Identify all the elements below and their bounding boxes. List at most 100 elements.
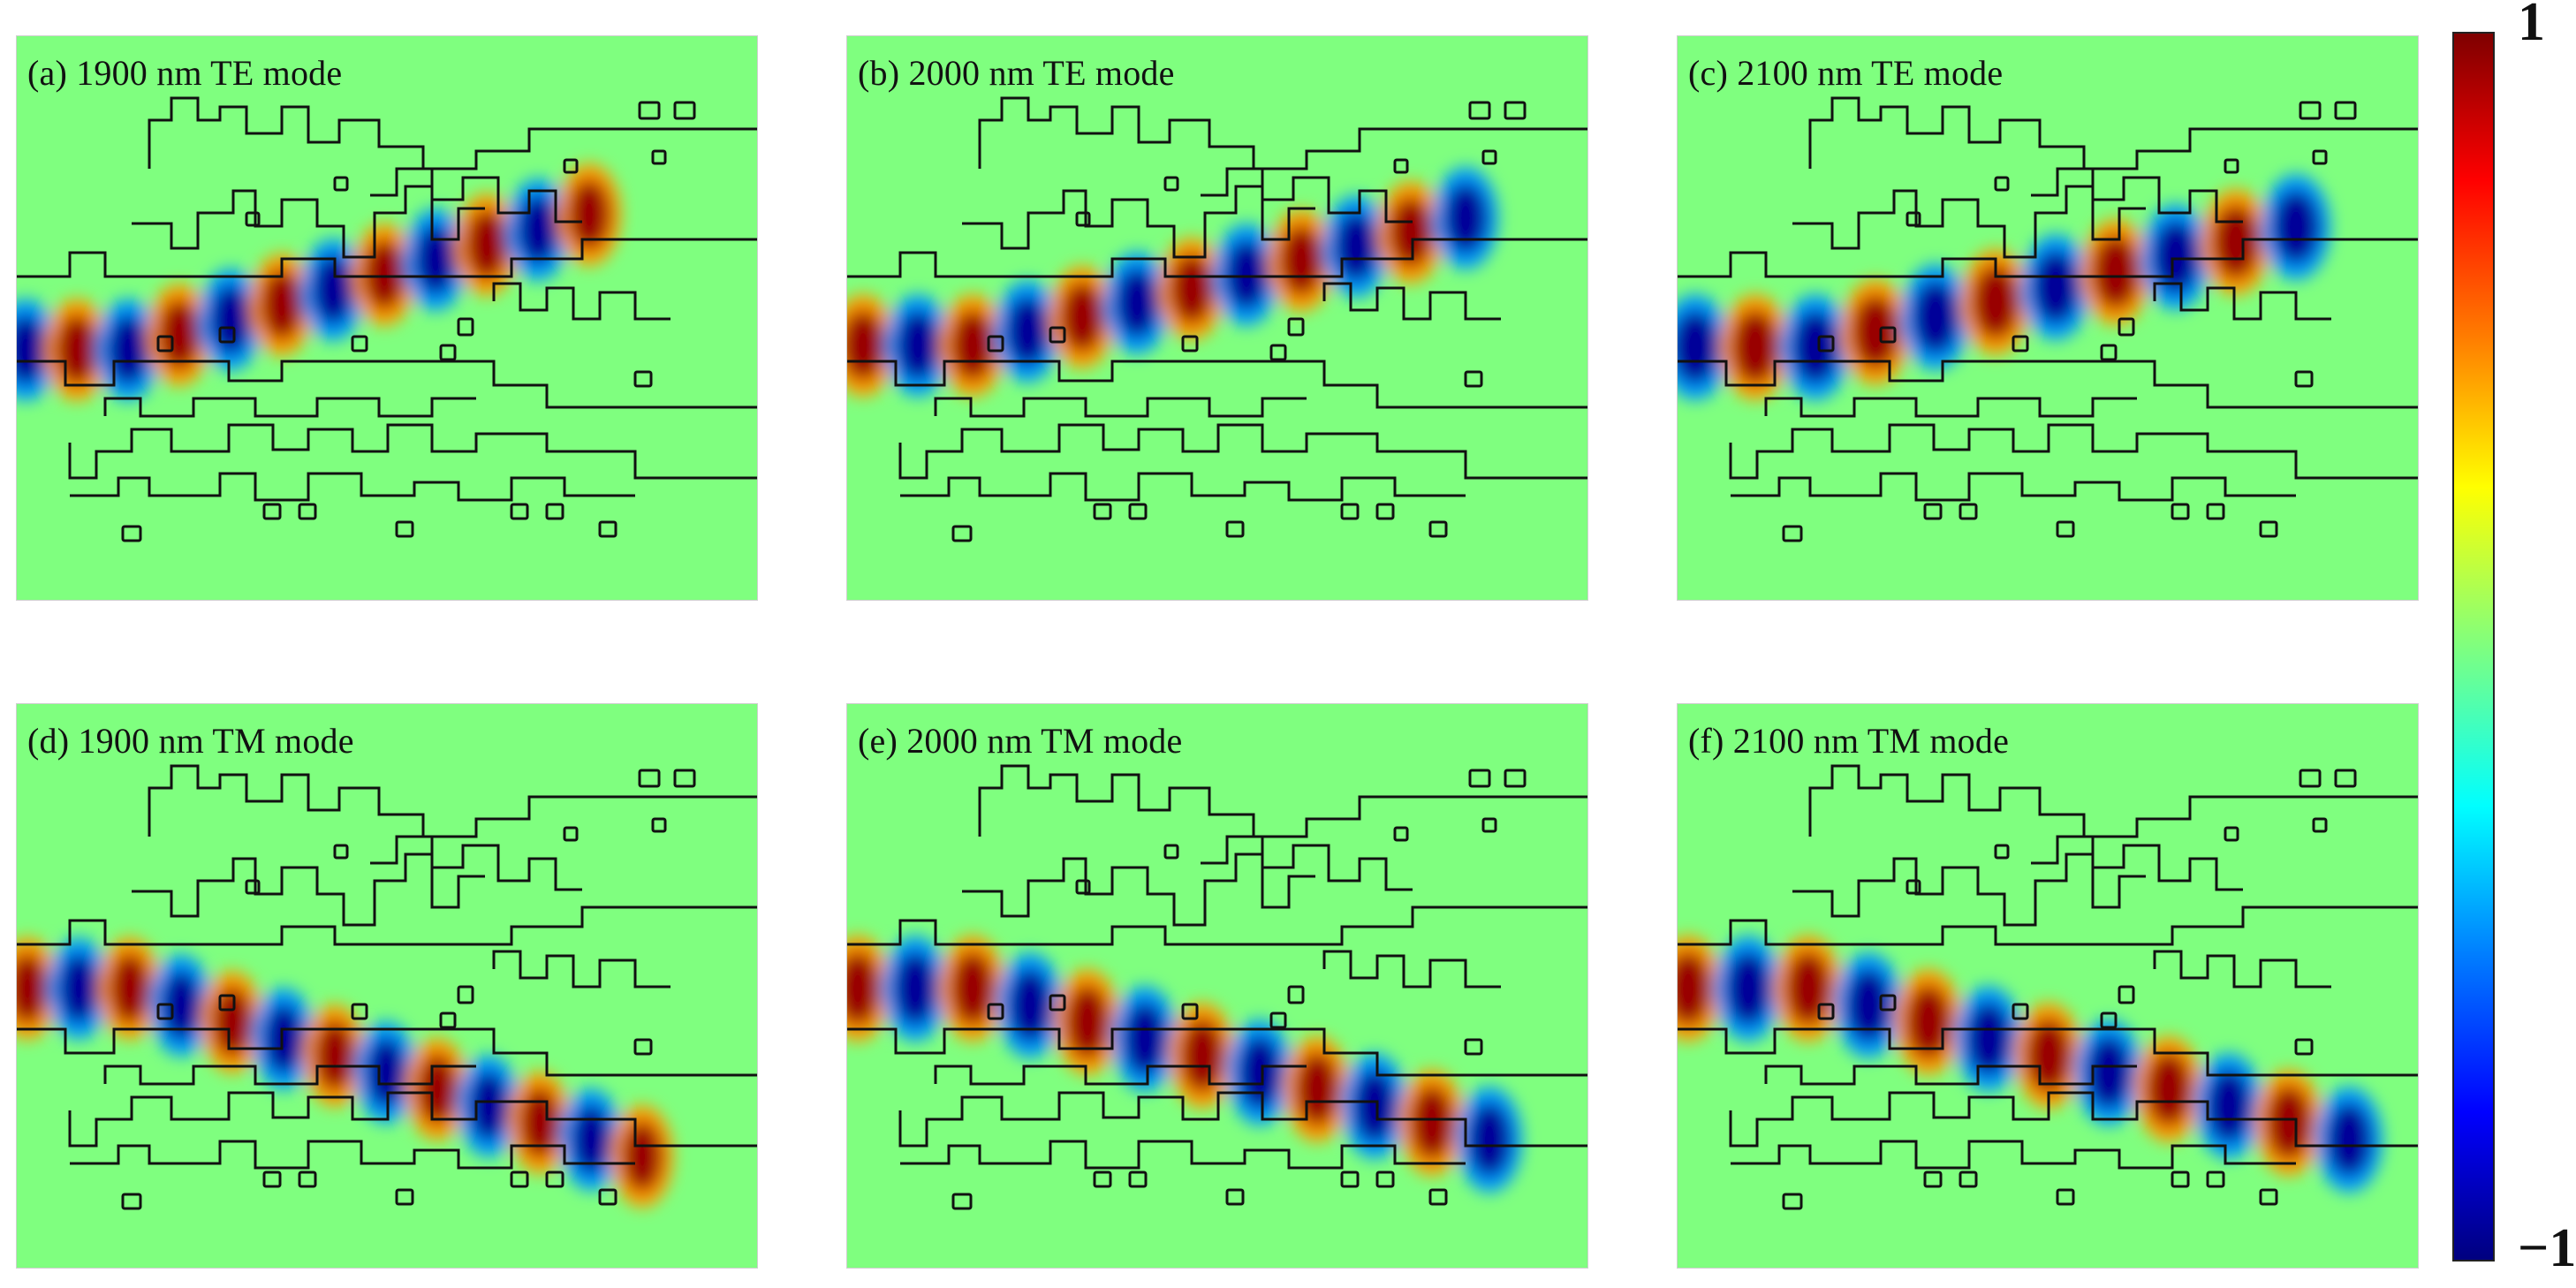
- field-lobe-positive: [622, 1121, 663, 1192]
- waveguide-boundary: [17, 238, 757, 278]
- etched-hole: [1428, 520, 1448, 538]
- field-lobe-negative: [1792, 310, 1839, 384]
- etched-hole: [1817, 335, 1835, 352]
- etched-hole: [2118, 985, 2135, 1004]
- field-lobe-negative: [1845, 968, 1891, 1042]
- waveguide-boundary: [2153, 950, 2331, 989]
- waveguide-boundary: [898, 1091, 1587, 1148]
- etched-hole: [1468, 101, 1491, 120]
- etched-hole: [1287, 317, 1305, 337]
- etched-hole: [545, 1171, 564, 1188]
- etched-hole: [1393, 158, 1409, 174]
- waveguide-boundary: [17, 360, 757, 409]
- field-lobe-positive: [1060, 282, 1104, 352]
- field-lobe-positive: [2026, 1019, 2072, 1093]
- waveguide-boundary: [103, 1064, 476, 1086]
- field-lobe-positive: [847, 951, 880, 1026]
- etched-hole: [598, 1188, 617, 1206]
- etched-hole: [651, 149, 667, 165]
- etched-hole: [333, 176, 349, 192]
- panel-label: (f) 2100 nm TM mode: [1688, 721, 2010, 761]
- etched-hole: [510, 1171, 529, 1188]
- field-lobe-negative: [2032, 250, 2080, 324]
- device-outline: [1678, 764, 2418, 1210]
- etched-hole: [951, 525, 973, 542]
- field-lobe-positive: [466, 209, 508, 280]
- waveguide-boundary: [978, 96, 1587, 170]
- etched-hole: [156, 1003, 174, 1020]
- waveguide-boundary: [1322, 282, 1501, 321]
- waveguide-boundary: [2153, 282, 2331, 321]
- etched-hole: [1340, 503, 1360, 520]
- etched-hole: [673, 101, 696, 120]
- etched-hole: [2012, 1003, 2029, 1020]
- etched-hole: [2312, 817, 2328, 833]
- etched-hole: [1959, 1171, 1978, 1188]
- waveguide-boundary: [900, 472, 1466, 502]
- etched-hole: [1923, 503, 1943, 520]
- field-lobe-positive: [1972, 265, 2019, 339]
- colorbar-max-label: 1: [2518, 0, 2545, 52]
- field-lobe-negative: [468, 1071, 509, 1141]
- waveguide-boundary: [1678, 238, 2418, 278]
- etched-hole: [1269, 344, 1287, 361]
- etched-hole: [1225, 520, 1245, 538]
- etched-hole: [1879, 326, 1897, 344]
- field-lobe-positive: [1279, 225, 1323, 296]
- field-lobe-negative: [1123, 1002, 1167, 1076]
- etched-hole: [245, 879, 261, 895]
- waveguide-boundary: [2031, 167, 2243, 224]
- field-lobe-negative: [1334, 211, 1378, 282]
- field-lobe-positive: [1065, 985, 1110, 1059]
- waveguide-boundary: [978, 764, 1587, 838]
- etched-hole: [2206, 503, 2225, 520]
- waveguide-boundary: [1322, 950, 1501, 989]
- waveguide-boundary: [1678, 360, 2418, 409]
- field-map-a: [17, 36, 757, 600]
- panel-label: (c) 2100 nm TE mode: [1688, 53, 2004, 93]
- field-lobe-negative: [1005, 296, 1049, 367]
- field-lobe-positive: [56, 314, 98, 385]
- etched-hole: [457, 985, 474, 1004]
- waveguide-boundary: [1678, 1027, 2418, 1077]
- etched-hole: [633, 370, 653, 388]
- etched-hole: [1879, 994, 1897, 1011]
- etched-hole: [1049, 994, 1066, 1011]
- etched-hole: [156, 335, 174, 352]
- field-lobe-positive: [568, 179, 610, 250]
- field-map-b: [847, 36, 1587, 600]
- waveguide-boundary: [17, 905, 757, 946]
- field-lobe-negative: [1238, 1035, 1282, 1110]
- etched-hole: [1994, 844, 2010, 860]
- etched-hole: [218, 994, 236, 1011]
- etched-hole: [1093, 1171, 1112, 1188]
- waveguide-boundary: [1808, 764, 2418, 838]
- field-lobe-positive: [212, 987, 253, 1057]
- field-lobe-negative: [312, 254, 354, 325]
- etched-hole: [1287, 985, 1305, 1004]
- field-lobe-negative: [209, 284, 252, 355]
- etched-hole: [2334, 769, 2357, 788]
- field-lobe-positive: [951, 310, 995, 381]
- etched-hole: [1128, 1171, 1148, 1188]
- field-lobe-negative: [107, 314, 149, 385]
- field-lobe-positive: [1180, 1019, 1224, 1093]
- field-lobe-positive: [158, 299, 201, 370]
- field-lobe-positive: [1295, 1052, 1339, 1126]
- etched-hole: [1181, 335, 1199, 352]
- panel-d: (d) 1900 nm TM mode: [16, 703, 758, 1269]
- waveguide-boundary: [17, 1027, 757, 1077]
- device-outline: [1678, 96, 2418, 542]
- etched-hole: [1481, 817, 1497, 833]
- waveguide-boundary: [70, 1140, 635, 1170]
- etched-hole: [2171, 1171, 2190, 1188]
- waveguide-boundary: [1729, 1091, 2418, 1148]
- field-lobe-negative: [58, 953, 99, 1024]
- etched-hole: [2171, 503, 2190, 520]
- etched-hole: [395, 520, 414, 538]
- etched-hole: [563, 158, 579, 174]
- etched-hole: [1428, 1188, 1448, 1206]
- etched-hole: [1464, 1038, 1483, 1056]
- etched-hole: [333, 844, 349, 860]
- etched-hole: [1163, 176, 1179, 192]
